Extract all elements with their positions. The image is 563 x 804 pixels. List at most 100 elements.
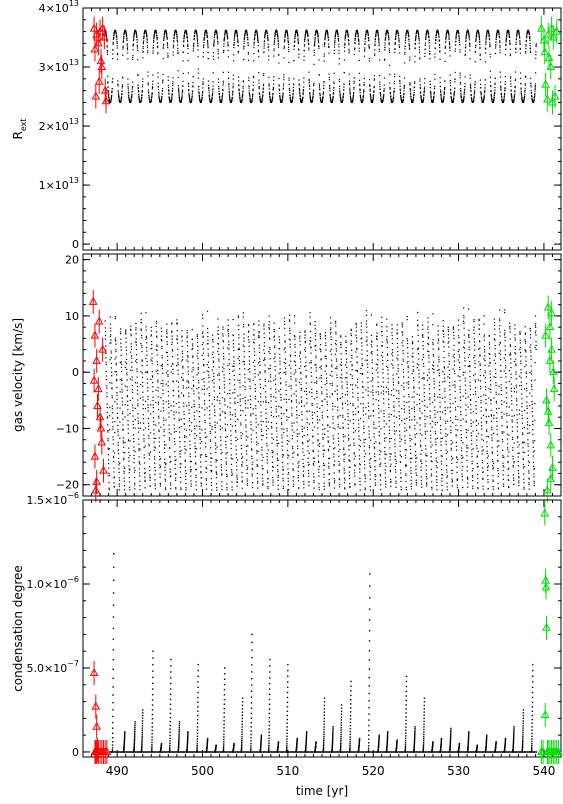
data-point — [257, 44, 259, 47]
data-point — [136, 45, 139, 48]
data-point — [363, 92, 365, 94]
data-point — [117, 429, 119, 431]
data-point — [259, 96, 261, 98]
data-point — [339, 93, 341, 95]
data-point — [124, 385, 126, 387]
data-point — [419, 91, 422, 93]
data-point — [413, 94, 415, 97]
data-point — [206, 34, 208, 36]
data-point — [534, 85, 536, 87]
data-point — [285, 31, 287, 33]
data-point — [110, 367, 113, 369]
data-point — [138, 98, 140, 100]
data-point — [148, 458, 151, 460]
data-point — [261, 97, 263, 100]
data-point — [262, 87, 264, 89]
data-point — [443, 96, 445, 99]
data-point — [140, 383, 142, 386]
data-point — [159, 473, 161, 475]
data-point — [419, 57, 421, 60]
data-point — [315, 32, 317, 34]
data-point — [359, 94, 361, 96]
data-point — [145, 335, 147, 337]
data-point — [115, 374, 118, 376]
data-point — [167, 84, 169, 86]
data-point — [276, 31, 278, 33]
data-point — [199, 98, 201, 100]
data-point — [465, 39, 467, 41]
series-0 — [104, 29, 537, 104]
data-point — [203, 37, 205, 39]
data-point — [232, 87, 234, 89]
data-point — [121, 96, 123, 98]
data-point — [414, 47, 416, 50]
data-point — [418, 38, 420, 40]
data-point — [288, 77, 290, 79]
data-point — [229, 96, 231, 98]
data-point — [373, 79, 375, 81]
data-point — [113, 467, 115, 469]
data-point — [494, 82, 496, 84]
data-point — [267, 46, 270, 48]
data-point — [122, 41, 124, 43]
data-point — [160, 382, 162, 385]
data-point — [468, 32, 470, 34]
data-point — [358, 43, 360, 45]
data-point — [337, 32, 339, 35]
data-point — [221, 99, 223, 101]
data-point — [135, 322, 137, 324]
data-point — [520, 88, 522, 90]
data-point — [138, 450, 140, 452]
data-point — [284, 40, 286, 42]
data-point — [152, 404, 154, 406]
data-point — [343, 50, 346, 52]
data-point — [142, 80, 144, 83]
data-point — [227, 56, 229, 58]
data-point — [365, 35, 367, 37]
data-point — [444, 86, 446, 89]
data-point — [140, 319, 142, 321]
data-point — [115, 31, 117, 33]
data-point — [133, 454, 135, 457]
data-point — [509, 77, 512, 79]
y-axis-label-sub: ext — [19, 119, 28, 132]
data-point — [186, 34, 188, 36]
data-point — [301, 101, 303, 103]
data-point — [495, 36, 498, 38]
data-point — [323, 60, 325, 62]
data-point — [528, 34, 531, 36]
data-point — [475, 35, 478, 37]
data-point — [309, 95, 311, 97]
data-point — [335, 32, 337, 34]
data-point — [137, 399, 139, 401]
data-point — [370, 96, 372, 98]
data-point — [519, 43, 521, 45]
data-point — [171, 89, 174, 92]
data-point — [333, 72, 335, 74]
data-point — [243, 48, 245, 50]
data-point — [118, 96, 120, 99]
data-point — [399, 89, 401, 91]
data-point — [137, 422, 139, 425]
data-point — [450, 97, 453, 99]
data-point — [208, 88, 210, 90]
data-point — [107, 90, 109, 92]
data-point — [334, 35, 337, 37]
data-point — [126, 43, 128, 45]
data-point — [478, 38, 481, 41]
data-point — [140, 328, 142, 330]
data-point — [125, 337, 127, 339]
data-point — [292, 97, 294, 100]
data-point — [122, 424, 124, 426]
data-point — [334, 42, 336, 44]
data-point — [362, 95, 364, 97]
data-point — [413, 86, 416, 88]
data-point — [246, 32, 248, 35]
data-point — [353, 53, 356, 56]
y-axis-label: Rext — [11, 119, 28, 140]
data-point — [297, 42, 300, 45]
data-point — [353, 49, 356, 51]
data-point — [277, 38, 279, 40]
data-point — [119, 391, 121, 393]
